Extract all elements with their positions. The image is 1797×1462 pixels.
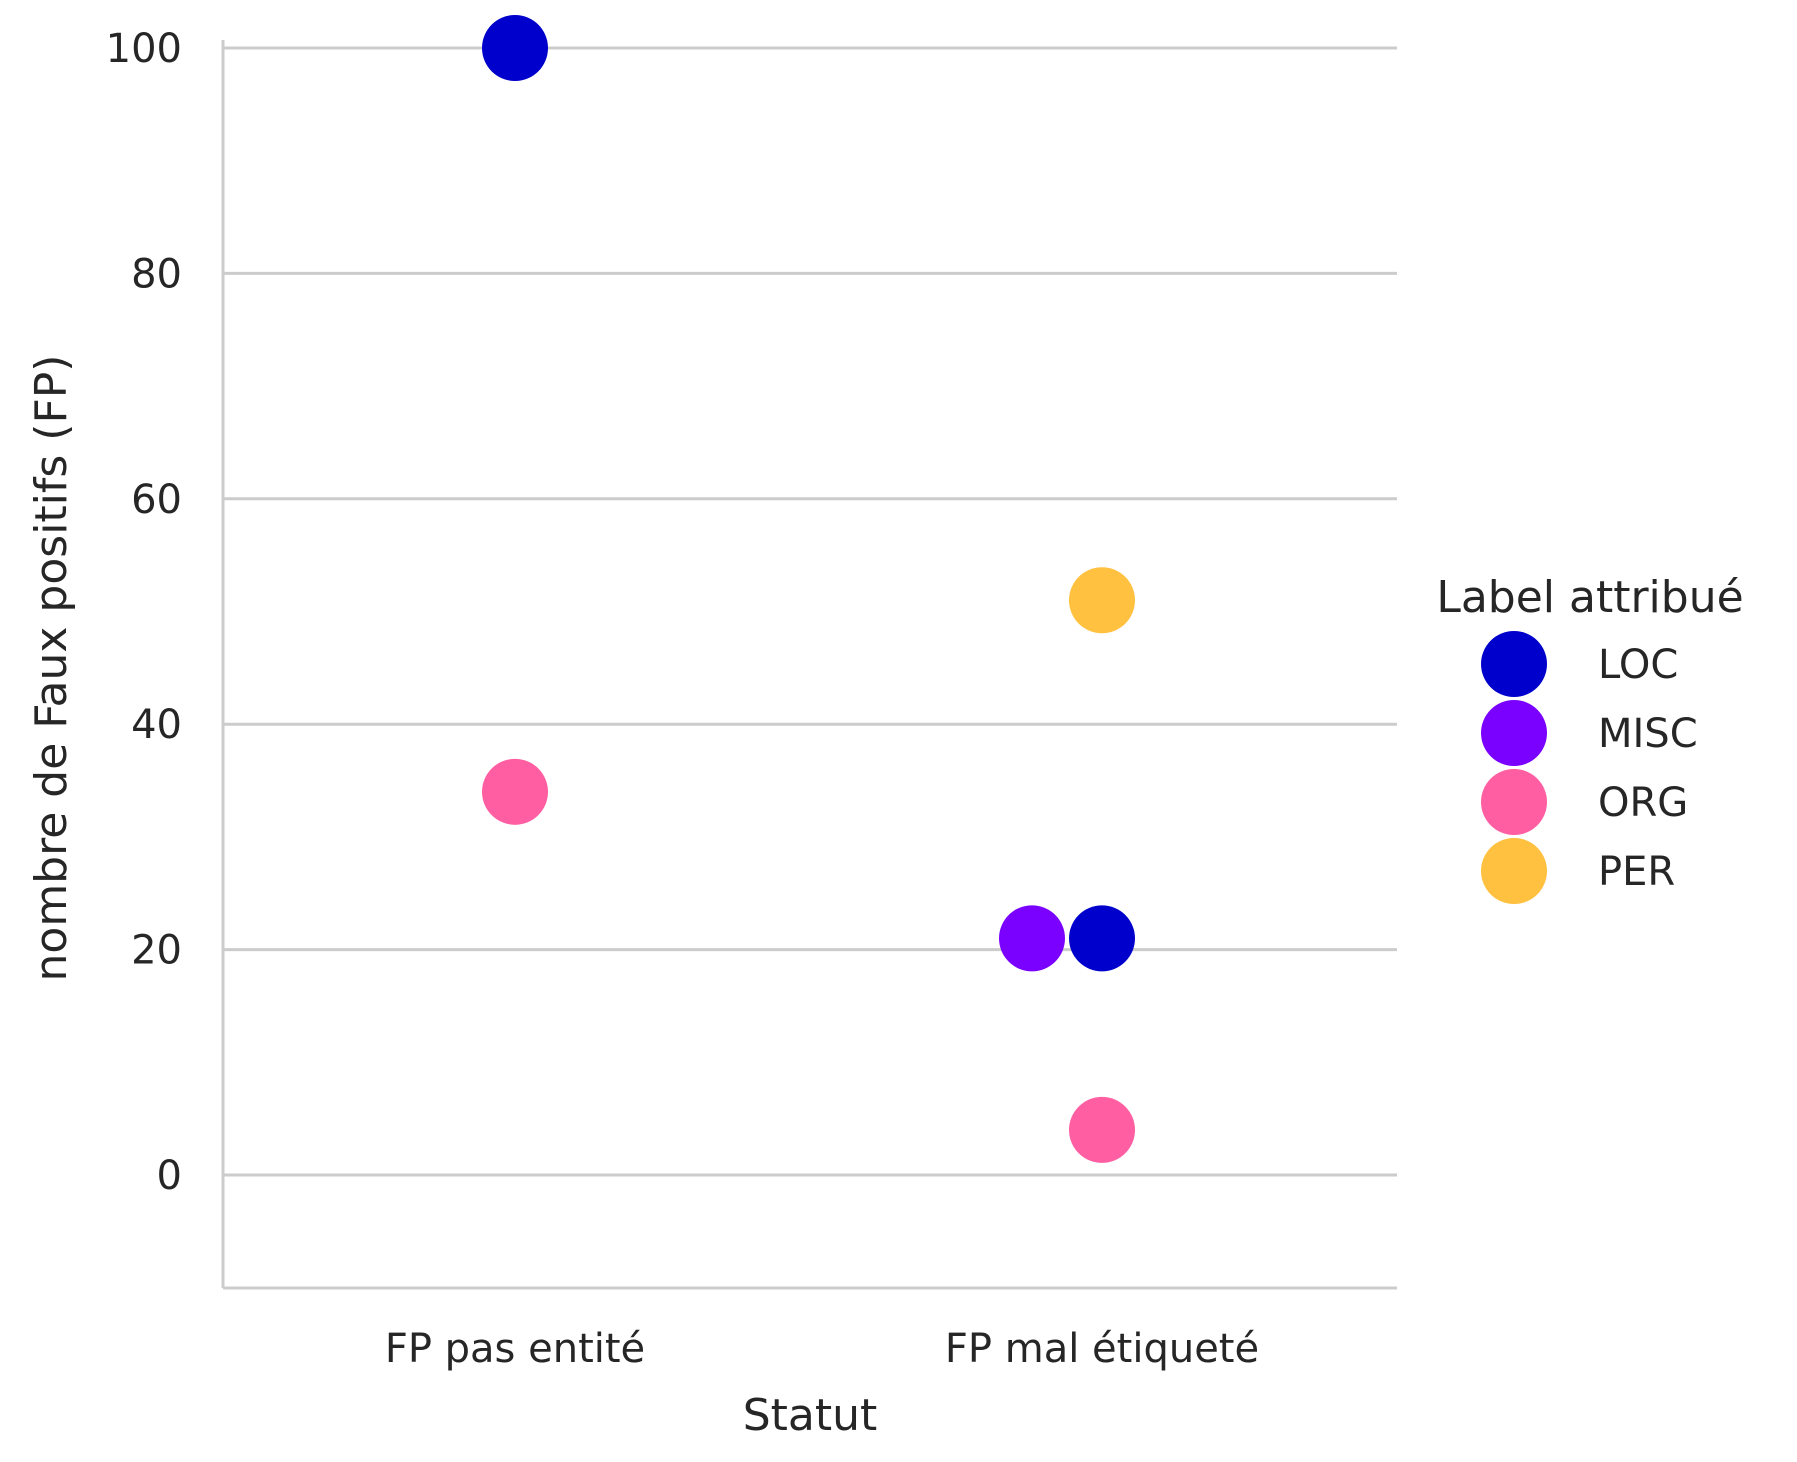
legend-label-loc: LOC bbox=[1598, 642, 1678, 688]
legend-marker-loc bbox=[1481, 631, 1547, 697]
y-tick-label-60: 60 bbox=[131, 477, 182, 523]
point-org-2 bbox=[1069, 1096, 1135, 1163]
x-tick-label-1: FP pas entité bbox=[385, 1326, 645, 1372]
point-misc-2 bbox=[999, 905, 1065, 972]
x-axis-title: Statut bbox=[743, 1390, 878, 1441]
legend: Label attribué LOC MISC ORG PER bbox=[1436, 572, 1744, 904]
legend-label-per: PER bbox=[1598, 849, 1675, 895]
axes bbox=[221, 40, 1397, 1290]
legend-title: Label attribué bbox=[1436, 572, 1743, 623]
y-tick-label-0: 0 bbox=[157, 1153, 182, 1199]
grid-lines bbox=[223, 46, 1397, 1177]
y-tick-labels: 0 20 40 60 80 100 bbox=[106, 26, 182, 1199]
legend-marker-misc bbox=[1481, 700, 1547, 766]
y-tick-label-100: 100 bbox=[106, 26, 182, 72]
legend-label-misc: MISC bbox=[1598, 711, 1698, 757]
point-loc-1 bbox=[482, 15, 548, 81]
x-tick-labels: FP pas entité FP mal étiqueté bbox=[385, 1326, 1259, 1372]
legend-marker-per bbox=[1481, 838, 1547, 904]
y-axis-title: nombre de Faux positifs (FP) bbox=[26, 355, 77, 982]
y-tick-label-80: 80 bbox=[131, 251, 182, 297]
x-tick-label-2: FP mal étiqueté bbox=[945, 1326, 1259, 1372]
point-loc-2 bbox=[1069, 905, 1135, 972]
legend-label-org: ORG bbox=[1598, 780, 1688, 826]
point-per-2 bbox=[1069, 567, 1135, 634]
data-points bbox=[482, 15, 1135, 1163]
legend-marker-org bbox=[1481, 769, 1547, 835]
y-tick-label-40: 40 bbox=[131, 702, 182, 748]
y-tick-label-20: 20 bbox=[131, 928, 182, 974]
point-org-1 bbox=[482, 758, 548, 825]
